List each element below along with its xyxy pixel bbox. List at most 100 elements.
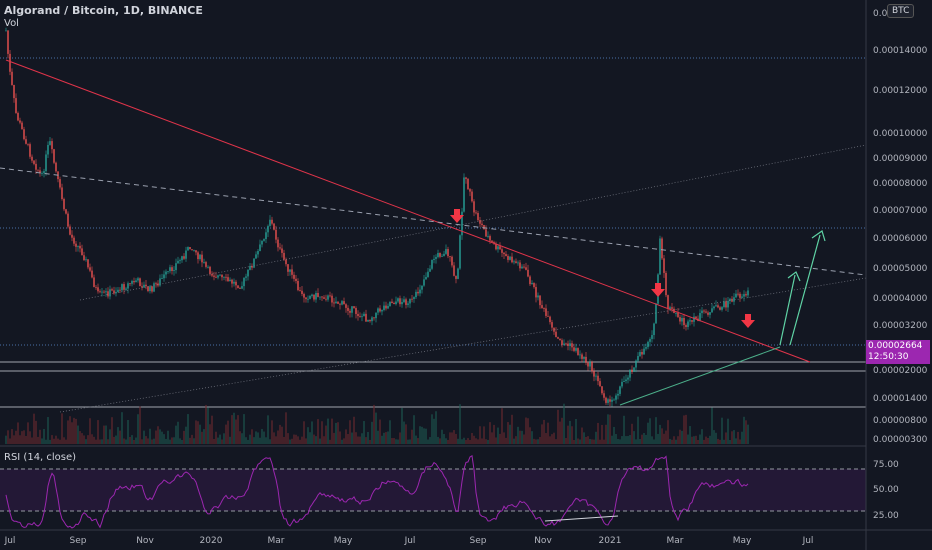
volume-bar [337, 422, 339, 444]
rsi-line [5, 454, 749, 529]
candle-body [537, 295, 539, 298]
volume-bar [97, 420, 99, 444]
volume-bar [243, 414, 245, 444]
candle-body [353, 306, 355, 309]
candle-body [495, 243, 497, 250]
candle-body [283, 252, 285, 260]
volume-bar [733, 430, 735, 444]
candle-body [561, 340, 563, 345]
volume-bar [9, 438, 11, 444]
volume-bar [113, 436, 115, 444]
volume-bar [125, 439, 127, 444]
volume-bar [5, 435, 7, 444]
volume-bar [499, 433, 501, 444]
volume-bar [623, 415, 625, 444]
volume-bar [205, 404, 207, 444]
candle-body [189, 247, 191, 250]
candle-body [219, 274, 221, 276]
candle-body [229, 279, 231, 282]
candle-body [217, 275, 219, 278]
volume-bar [701, 429, 703, 444]
candle-body [723, 301, 725, 308]
volume-bar [247, 439, 249, 444]
volume-bar [315, 436, 317, 444]
volume-bar [529, 427, 531, 444]
volume-bar [109, 429, 111, 444]
candle-body [339, 303, 341, 305]
candle-body [145, 284, 147, 287]
volume-bar [375, 412, 377, 444]
currency-badge[interactable]: BTC [887, 4, 915, 18]
volume-bar [641, 434, 643, 444]
volume-bar [679, 429, 681, 444]
volume-bar [19, 435, 21, 444]
candle-body [173, 270, 175, 271]
candle-body [129, 283, 131, 285]
candle-body [329, 295, 331, 297]
candle-body [641, 352, 643, 355]
volume-bar [311, 421, 313, 444]
volume-bar [211, 415, 213, 444]
candle-body [425, 277, 427, 280]
candle-body [581, 354, 583, 359]
candle-body [357, 313, 359, 317]
volume-bar [353, 416, 355, 444]
candle-body [175, 263, 177, 271]
candle-body [105, 291, 107, 293]
candle-body [161, 278, 163, 280]
price-tick-label: 0.00012000 [873, 86, 928, 96]
volume-bar [625, 436, 627, 444]
candle-body [597, 375, 599, 382]
volume-bar [621, 436, 623, 444]
descending-trend-line [5, 59, 811, 363]
volume-bar [15, 430, 17, 444]
candle-body [297, 280, 299, 291]
volume-bar [199, 424, 201, 444]
volume-bar [603, 439, 605, 444]
candle-body [463, 177, 465, 212]
volume-bar [307, 427, 309, 444]
trend-lines[interactable] [0, 59, 867, 413]
candle-body [197, 252, 199, 260]
candle-body [735, 293, 737, 298]
volume-bar [399, 432, 401, 444]
volume-bar [329, 439, 331, 444]
candle-body [97, 287, 99, 292]
candle-body [651, 335, 653, 339]
candle-body [469, 189, 471, 192]
candle-body [23, 129, 25, 140]
price-tick-label: 0.00010000 [873, 129, 928, 139]
candle-body [395, 301, 397, 305]
candle-body [383, 305, 385, 310]
candle-body [273, 223, 275, 230]
volume-bar [649, 418, 651, 444]
volume-bar [165, 438, 167, 444]
candle-body [29, 144, 31, 157]
candle-body [159, 278, 161, 286]
volume-bar [639, 439, 641, 444]
candle-body [453, 265, 455, 276]
volume-bar [277, 430, 279, 444]
price-tick-label: 0.00003200 [873, 321, 928, 331]
volume-bar [507, 422, 509, 444]
candle-body [607, 399, 609, 403]
volume-bar [37, 436, 39, 444]
volume-bar [13, 435, 15, 444]
volume-bar [29, 431, 31, 444]
candle-body [293, 274, 295, 279]
candle-body [747, 290, 749, 296]
candle-body [391, 301, 393, 303]
volume-bar [275, 436, 277, 444]
volume-bar [217, 437, 219, 444]
volume-bar [87, 435, 89, 444]
candle-body [367, 319, 369, 322]
volume-bar [179, 438, 181, 444]
price-tick-label: 0.00009000 [873, 154, 928, 164]
candle-body [733, 297, 735, 302]
volume-bar [45, 439, 47, 444]
volume-bar [323, 436, 325, 444]
volume-bar [431, 414, 433, 444]
candle-body [349, 310, 351, 313]
volume-bar [491, 432, 493, 444]
